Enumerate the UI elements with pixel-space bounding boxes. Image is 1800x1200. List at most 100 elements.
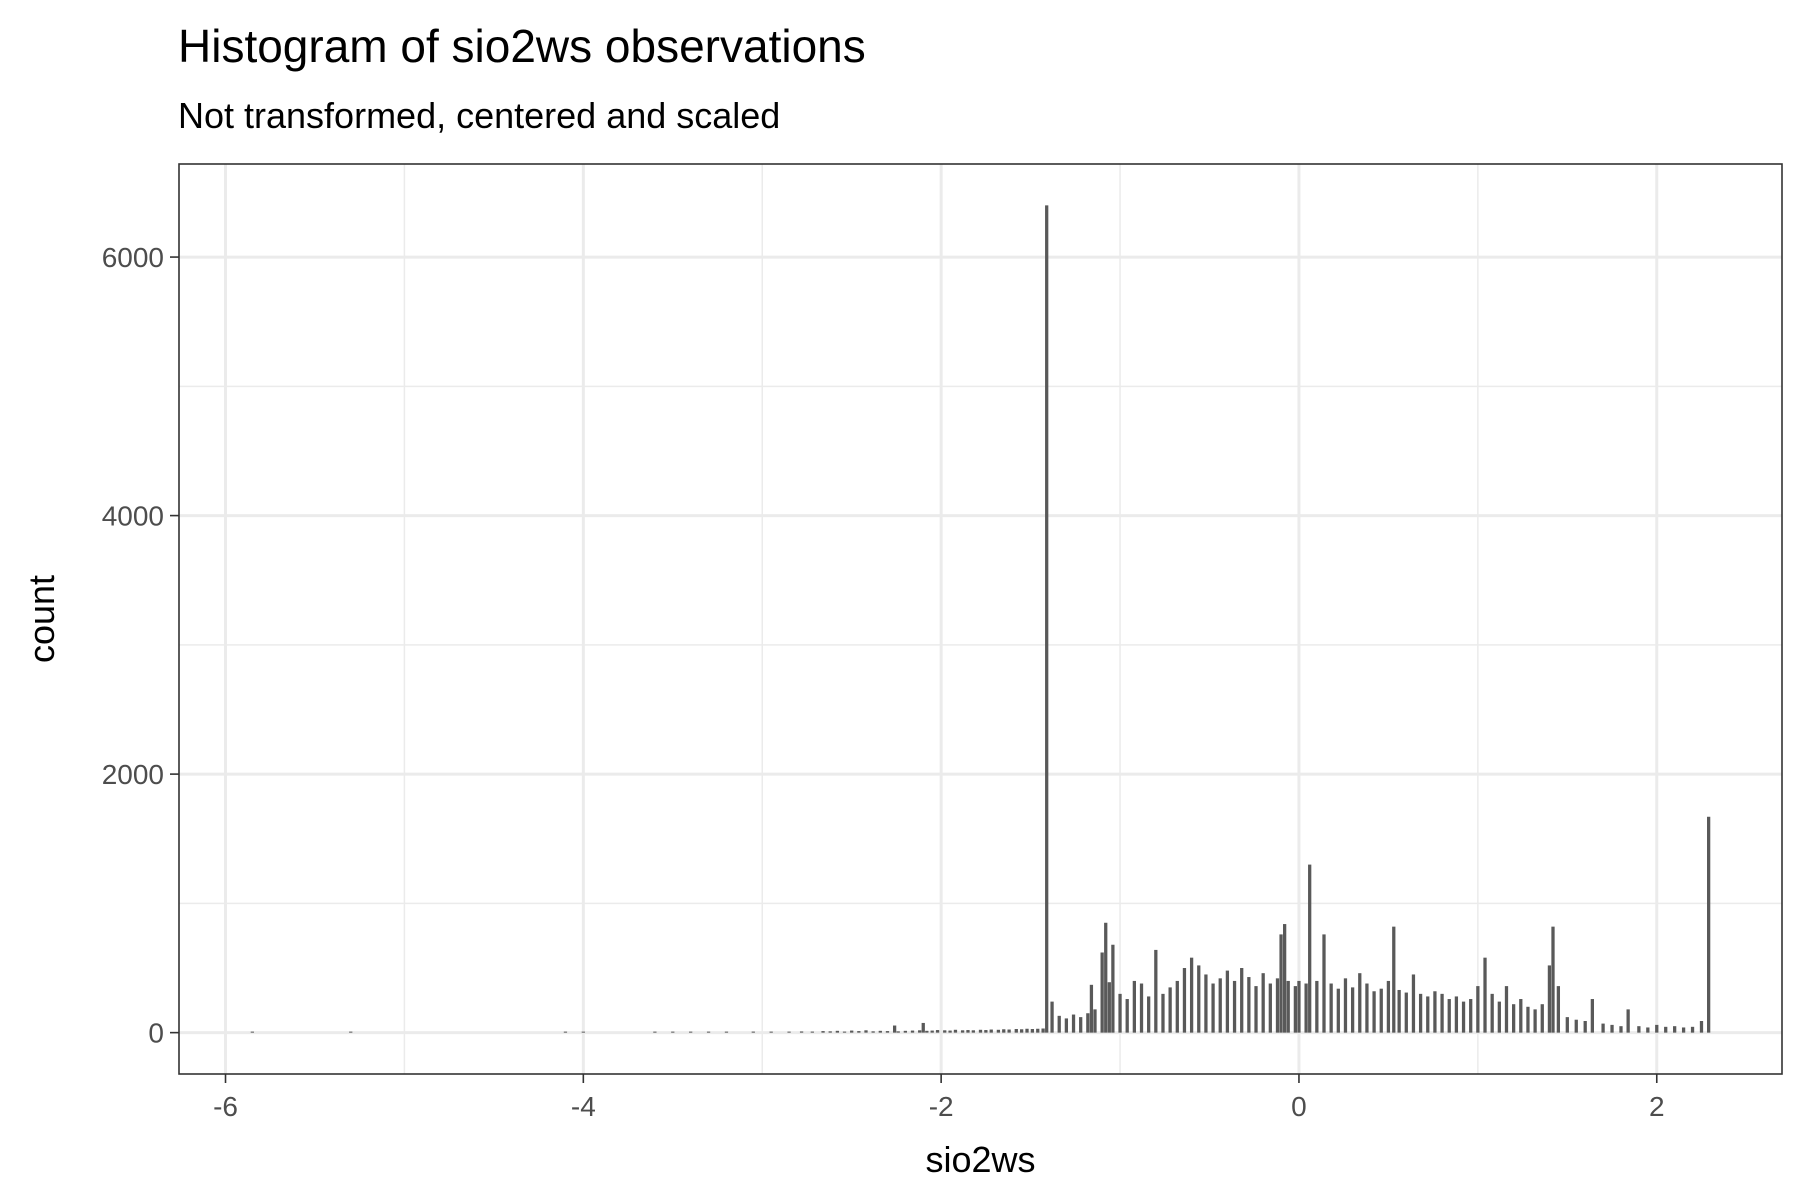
histogram-bar (921, 1022, 925, 1033)
histogram-bar (896, 1031, 900, 1033)
histogram-bar (842, 1031, 847, 1033)
chart-title: Histogram of sio2ws observations (178, 20, 866, 72)
histogram-bar (821, 1031, 825, 1033)
histogram-bar (1426, 996, 1430, 1033)
histogram-bar (1014, 1029, 1018, 1033)
histogram-bar (1626, 1009, 1630, 1033)
histogram-bar (1565, 1017, 1569, 1033)
histogram-bar (1547, 965, 1552, 1033)
histogram-bar (1418, 993, 1423, 1033)
histogram-bar (1079, 1017, 1083, 1033)
histogram-bar (787, 1031, 791, 1033)
histogram-bar (989, 1029, 993, 1033)
histogram-bar (1358, 973, 1362, 1033)
histogram-bar (1050, 1001, 1054, 1033)
histogram-bar (1461, 1001, 1466, 1033)
y-tick-label: 2000 (102, 759, 164, 790)
histogram-bar (1057, 1015, 1061, 1033)
histogram-bar (1071, 1014, 1076, 1033)
histogram-bar (671, 1031, 675, 1033)
histogram-bar (1125, 999, 1129, 1033)
histogram-bar (1147, 996, 1151, 1033)
histogram-bar (1350, 987, 1355, 1033)
histogram-bar (1619, 1026, 1623, 1033)
histogram-bar (1168, 987, 1172, 1033)
histogram-bar (850, 1030, 854, 1033)
histogram-bar (1433, 991, 1437, 1033)
histogram-bar (1610, 1024, 1614, 1033)
histogram-bar (864, 1030, 868, 1033)
histogram-bar (1025, 1028, 1029, 1033)
histogram-bar (1118, 993, 1122, 1033)
histogram-bar (1551, 926, 1555, 1033)
y-axis: 0 2000 4000 6000 (102, 242, 179, 1049)
histogram-bar (1104, 922, 1108, 1033)
histogram-bar (1304, 983, 1308, 1033)
histogram-bar (878, 1030, 882, 1033)
histogram-bar (1308, 864, 1312, 1033)
histogram-bar (1646, 1027, 1650, 1033)
histogram-bar (1329, 983, 1333, 1033)
histogram-bar (1286, 980, 1290, 1033)
histogram-bar (1254, 986, 1258, 1033)
histogram-bar (1247, 977, 1251, 1033)
histogram-bar (1673, 1026, 1677, 1033)
histogram-bar (1504, 986, 1509, 1033)
histogram-bar (1483, 957, 1487, 1033)
histogram-bar (1322, 934, 1326, 1033)
y-tick-label: 4000 (102, 501, 164, 532)
histogram-bar (925, 1030, 929, 1033)
histogram-bar (1590, 999, 1594, 1033)
histogram-bar (810, 1031, 814, 1033)
histogram-bar (1283, 924, 1287, 1033)
histogram-bar (581, 1031, 585, 1033)
histogram-bar (1240, 968, 1244, 1033)
histogram-bar (1275, 978, 1280, 1033)
y-tick-label: 0 (148, 1018, 164, 1049)
histogram-bar (1526, 1006, 1530, 1033)
histogram-bar (1107, 982, 1111, 1033)
histogram-bar (1100, 952, 1104, 1033)
histogram-bar (751, 1031, 755, 1033)
histogram-bar (706, 1031, 711, 1033)
histogram-bar (1132, 980, 1136, 1033)
histogram-bar (1519, 999, 1523, 1033)
histogram-bar (1690, 1026, 1695, 1033)
histogram-bar (1154, 949, 1158, 1033)
histogram-bar (1211, 983, 1215, 1033)
histogram-bar (953, 1029, 958, 1033)
histogram-bar (1469, 999, 1473, 1033)
histogram-bar (1404, 992, 1408, 1033)
histogram-bars (250, 205, 1711, 1033)
histogram-bar (1297, 980, 1301, 1033)
histogram-bar (769, 1031, 773, 1033)
histogram-bar (1512, 1004, 1516, 1033)
histogram-bar (1175, 980, 1179, 1033)
histogram-bar (799, 1031, 804, 1033)
histogram-bar (1707, 816, 1711, 1033)
histogram-bar (1232, 980, 1237, 1033)
histogram-bar (1601, 1023, 1605, 1033)
histogram-bar (1540, 1004, 1544, 1033)
histogram-bar (1111, 944, 1115, 1033)
histogram-bar (1497, 1001, 1501, 1033)
x-axis-title: sio2ws (925, 1139, 1035, 1180)
histogram-bar (1089, 984, 1094, 1033)
histogram-bar (1261, 973, 1265, 1033)
histogram-bar (1583, 1021, 1587, 1033)
histogram-bar (828, 1031, 832, 1033)
histogram-bar (1655, 1024, 1659, 1033)
histogram-bar (1574, 1019, 1578, 1033)
histogram-bar (885, 1031, 890, 1033)
histogram-bar (563, 1031, 568, 1033)
histogram-bar (1197, 965, 1201, 1033)
histogram-bar (1490, 993, 1494, 1033)
histogram-bar (984, 1030, 988, 1033)
histogram-bar (971, 1030, 975, 1033)
histogram-bar (1030, 1029, 1035, 1033)
histogram-bar (250, 1031, 254, 1033)
histogram-bar (1476, 986, 1480, 1033)
histogram-bar (1454, 996, 1459, 1033)
histogram-bar (960, 1030, 965, 1033)
